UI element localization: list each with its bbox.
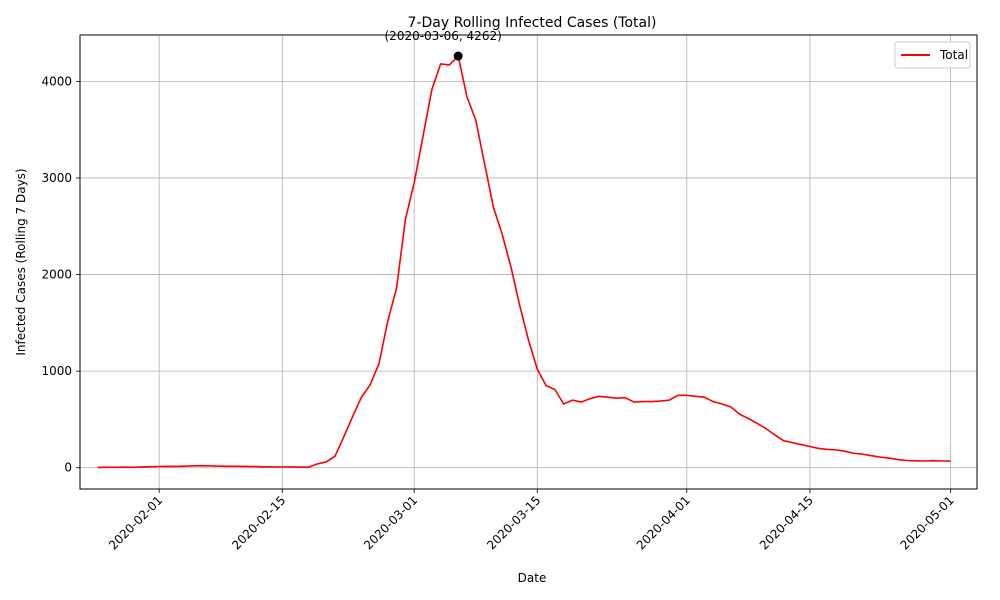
y-tick-label: 1000 [41,364,72,378]
legend-box [894,41,971,69]
y-tick-label: 3000 [41,171,72,185]
annotation-point [453,51,463,61]
legend-label-total: Total [939,48,968,62]
x-axis-title: Date [518,571,547,585]
chart-title: 7-Day Rolling Infected Cases (Total) [408,15,657,31]
y-axis-title: Infected Cases (Rolling 7 Days) [14,168,28,355]
grid-lines [80,35,977,489]
annotation-label: (2020-03-06, 4262) [385,29,502,43]
y-tick-label: 0 [64,461,72,475]
legend: Total [894,41,971,69]
series-layer [97,55,951,469]
plot-frame [79,34,978,490]
y-axis-ticks: 0 1000 2000 3000 4000 [41,74,80,475]
y-tick-label: 4000 [41,74,72,88]
annotation-layer: (2020-03-06, 4262) [385,29,502,61]
series-line-total [97,55,951,469]
y-tick-label: 2000 [41,268,72,282]
